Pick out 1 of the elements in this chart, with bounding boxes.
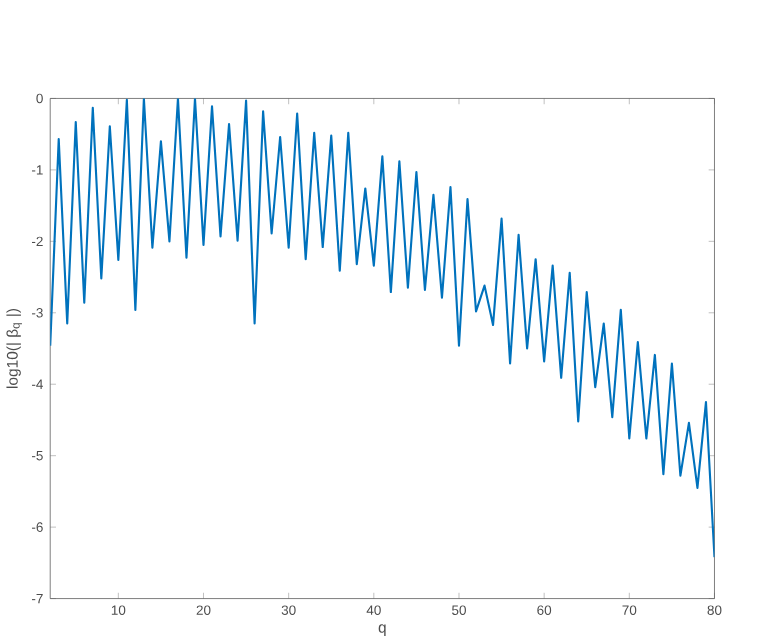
line-series	[50, 98, 715, 559]
